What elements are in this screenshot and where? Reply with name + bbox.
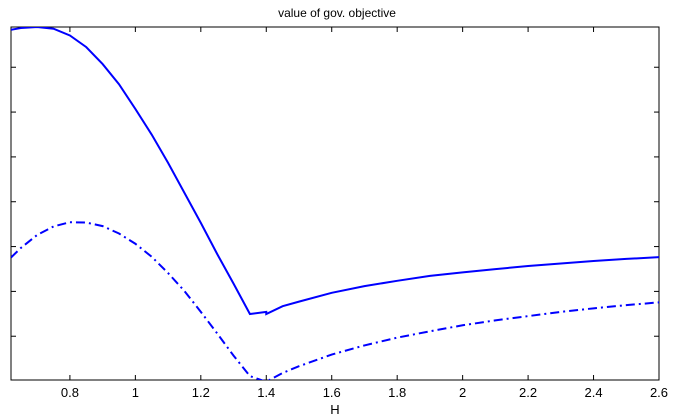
x-tick-label: 2 bbox=[459, 385, 466, 400]
x-tick-label: 2.4 bbox=[585, 385, 603, 400]
series-layer bbox=[11, 27, 659, 380]
x-tick-label: 1.8 bbox=[388, 385, 406, 400]
series-line-solid bbox=[11, 27, 659, 316]
x-tick-label: 2.6 bbox=[650, 385, 668, 400]
axis-ticks bbox=[11, 27, 660, 380]
series-line-dashdot bbox=[11, 221, 659, 380]
x-tick-label: 1 bbox=[132, 385, 139, 400]
x-tick-label: 0.8 bbox=[61, 385, 79, 400]
plot-area bbox=[10, 26, 660, 381]
x-tick-label: 1.4 bbox=[257, 385, 275, 400]
x-axis-label: H bbox=[330, 402, 339, 417]
x-tick-label: 1.6 bbox=[323, 385, 341, 400]
x-tick-label: 1.2 bbox=[192, 385, 210, 400]
x-tick-label: 2.2 bbox=[519, 385, 537, 400]
x-tick-labels: 0.8 1 1.2 1.4 1.6 1.8 2 2.2 2.4 2.6 bbox=[61, 385, 668, 400]
chart-title: value of gov. objective bbox=[278, 6, 396, 20]
